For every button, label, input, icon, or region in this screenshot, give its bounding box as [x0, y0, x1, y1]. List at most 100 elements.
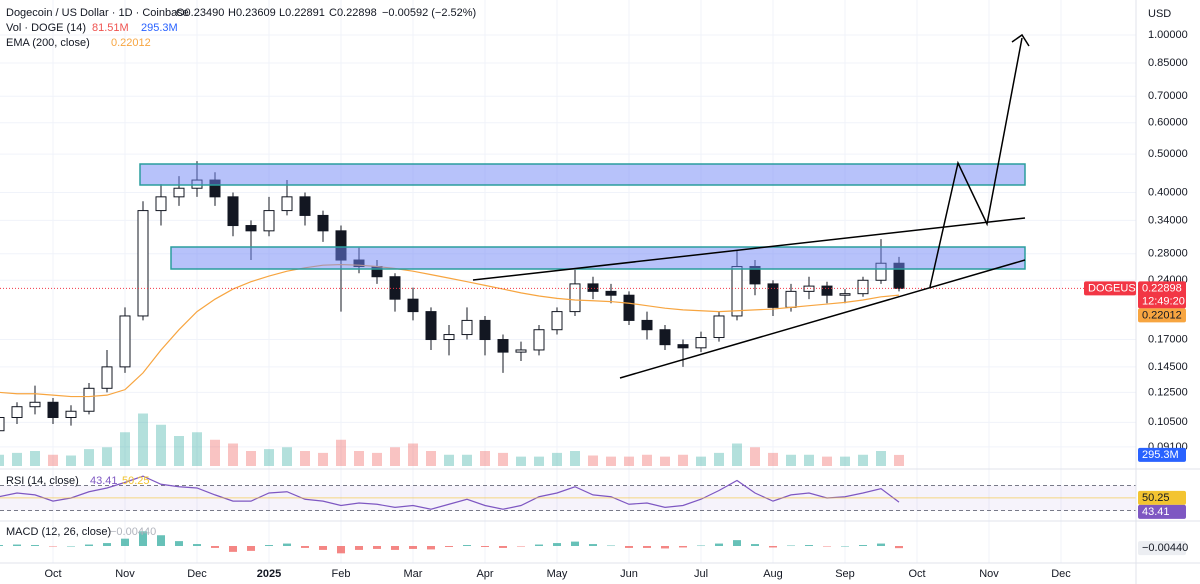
- candle-body: [803, 285, 815, 292]
- macd-bar: [805, 545, 813, 546]
- volume-bar: [858, 454, 868, 466]
- high: H0.23609: [228, 7, 276, 19]
- macd-bar: [733, 540, 741, 546]
- volume-bar: [426, 451, 436, 466]
- macd-bar: [0, 545, 3, 546]
- macd-bar: [571, 541, 579, 546]
- candle-body: [245, 225, 257, 232]
- y-tick-label: 0.14500: [1148, 361, 1188, 373]
- volume-bar: [318, 452, 328, 466]
- macd-bar: [283, 543, 291, 546]
- macd-bar: [67, 546, 75, 547]
- x-tick-label: Feb: [332, 568, 351, 580]
- macd-bar: [391, 546, 399, 550]
- candle-body: [857, 279, 869, 295]
- currency: USD: [1148, 8, 1171, 20]
- candle-body: [0, 416, 5, 432]
- candle-body: [155, 196, 167, 212]
- volume-bar: [210, 439, 220, 466]
- volume-bar: [696, 456, 706, 466]
- close: C0.22898: [329, 7, 377, 19]
- y-tick-label: 1.00000: [1148, 29, 1188, 41]
- symbol-badge: [1084, 281, 1136, 296]
- candle-body: [497, 339, 509, 353]
- candle-body: [317, 214, 329, 232]
- volume-bar: [228, 443, 238, 466]
- candle-body: [425, 311, 437, 341]
- macd-bar: [697, 545, 705, 547]
- trend-line: [472, 217, 1026, 281]
- y-tick-label: 0.12500: [1148, 386, 1188, 398]
- macd-bar: [121, 538, 129, 546]
- volume-bar: [804, 454, 814, 466]
- volume-bar: [264, 449, 274, 466]
- plot-area: [0, 161, 1136, 554]
- volume-bar: [66, 455, 76, 466]
- macd-value: −0.00440: [110, 526, 156, 538]
- volume-bar: [714, 452, 724, 466]
- x-tick-label: Dec: [187, 568, 207, 580]
- candle-body: [641, 319, 653, 331]
- macd-bar: [445, 546, 453, 547]
- volume-bar: [732, 443, 742, 466]
- x-tick-label: Sep: [835, 568, 855, 580]
- volume-bar: [12, 452, 22, 466]
- macd-bar: [643, 546, 651, 548]
- macd-bar: [85, 544, 93, 546]
- volume-bar: [786, 454, 796, 466]
- macd-bar: [247, 546, 255, 551]
- volume-bar: [102, 447, 112, 466]
- candle-body: [515, 349, 527, 353]
- candle-body: [677, 344, 689, 349]
- macd-bar: [139, 531, 147, 546]
- volume-bar: [390, 447, 400, 466]
- volume-bar: [516, 456, 526, 466]
- macd-bar: [409, 546, 417, 549]
- badge-text: 295.3M: [1142, 449, 1179, 461]
- volume-bar: [462, 454, 472, 466]
- candle-body: [101, 366, 113, 389]
- candle-body: [533, 329, 545, 351]
- rsi-label: RSI (14, close): [6, 475, 79, 487]
- x-tick-label: May: [547, 568, 568, 580]
- volume-bar: [84, 449, 94, 466]
- projection-path: [929, 37, 1023, 288]
- macd-bar: [535, 544, 543, 546]
- candle-body: [29, 401, 41, 408]
- macd-bar: [589, 544, 597, 546]
- candle-body: [785, 290, 797, 308]
- candle-body: [623, 294, 635, 321]
- volume-bar: [336, 439, 346, 466]
- badge-text: 0.22012: [1142, 309, 1182, 321]
- y-tick-label: 0.10500: [1148, 416, 1188, 428]
- drawings: [139, 33, 1030, 379]
- volume-bar: [246, 451, 256, 466]
- macd-bar: [31, 545, 39, 546]
- candle-body: [587, 283, 599, 292]
- volume-bar: [30, 451, 40, 466]
- price-badge: [1138, 308, 1186, 323]
- candle-body: [443, 334, 455, 341]
- price-badge: [1138, 490, 1186, 505]
- macd-bar: [661, 546, 669, 549]
- candle-body: [47, 401, 59, 418]
- volume-bar: [642, 454, 652, 466]
- candle-body: [479, 319, 491, 341]
- candle-body: [731, 266, 743, 317]
- volume-bar: [768, 452, 778, 466]
- volume-ma: 81.51M: [92, 22, 129, 34]
- macd-bar: [157, 535, 165, 546]
- volume-bar: [876, 451, 886, 466]
- price-badge: [1138, 541, 1186, 556]
- volume-bar: [822, 456, 832, 466]
- candle-body: [713, 315, 725, 339]
- volume-bar: [678, 454, 688, 466]
- rsi-value: 43.41: [90, 475, 118, 487]
- macd-bar: [229, 546, 237, 552]
- price-badge: [1138, 504, 1186, 519]
- macd-bar: [499, 546, 507, 548]
- volume-bar: [372, 452, 382, 466]
- candle-body: [659, 329, 671, 346]
